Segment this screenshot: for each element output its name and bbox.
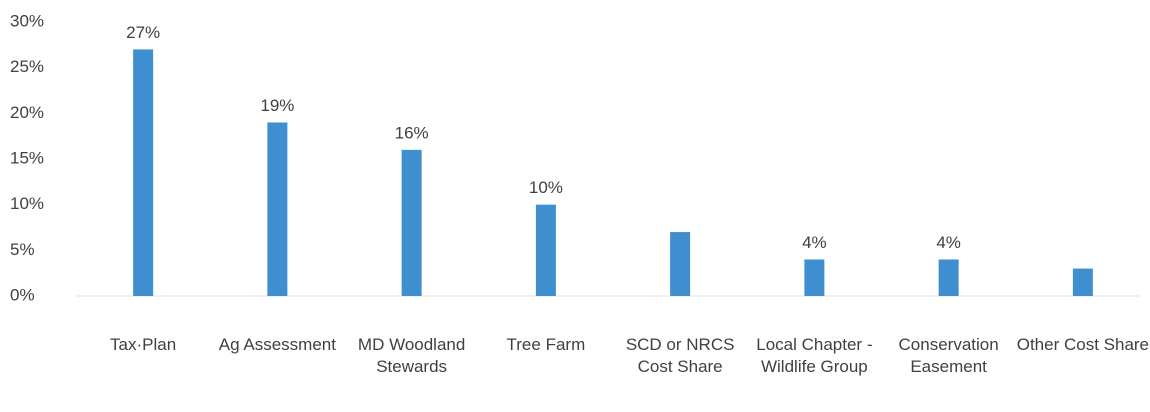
y-tick-label: 15% xyxy=(10,148,44,167)
bar xyxy=(267,122,288,296)
x-tick-label: Ag Assessment xyxy=(218,335,336,354)
bar xyxy=(804,259,825,296)
y-tick-label: 10% xyxy=(10,194,44,213)
data-label: 27% xyxy=(126,23,160,42)
data-label: 4% xyxy=(936,233,961,252)
y-tick-label: 25% xyxy=(10,57,44,76)
x-tick-label: Other Cost Share xyxy=(1016,335,1150,354)
bar xyxy=(133,49,154,297)
data-label: 19% xyxy=(260,96,294,115)
y-tick-label: 30% xyxy=(10,11,44,30)
data-label: 4% xyxy=(802,233,827,252)
y-tick-label: 5% xyxy=(10,240,35,259)
x-tick-label: Local Chapter -Wildlife Group xyxy=(756,335,873,376)
data-label: 10% xyxy=(529,178,563,197)
y-tick-label: 0% xyxy=(10,285,35,304)
bar xyxy=(1072,268,1093,296)
bar xyxy=(535,204,556,296)
x-tick-label: Tree Farm xyxy=(506,335,586,354)
bar xyxy=(401,149,422,296)
x-tick-label: SCD or NRCS Cost Share xyxy=(625,335,735,376)
bar xyxy=(670,232,691,296)
y-tick-label: 20% xyxy=(10,103,44,122)
x-tick-label: Tax·Plan xyxy=(110,335,177,354)
x-tick-label: MD Woodland Stewards xyxy=(357,335,466,376)
bar xyxy=(938,259,959,296)
x-tick-label: Conservation Easement xyxy=(898,335,999,376)
data-label: 16% xyxy=(395,123,429,142)
